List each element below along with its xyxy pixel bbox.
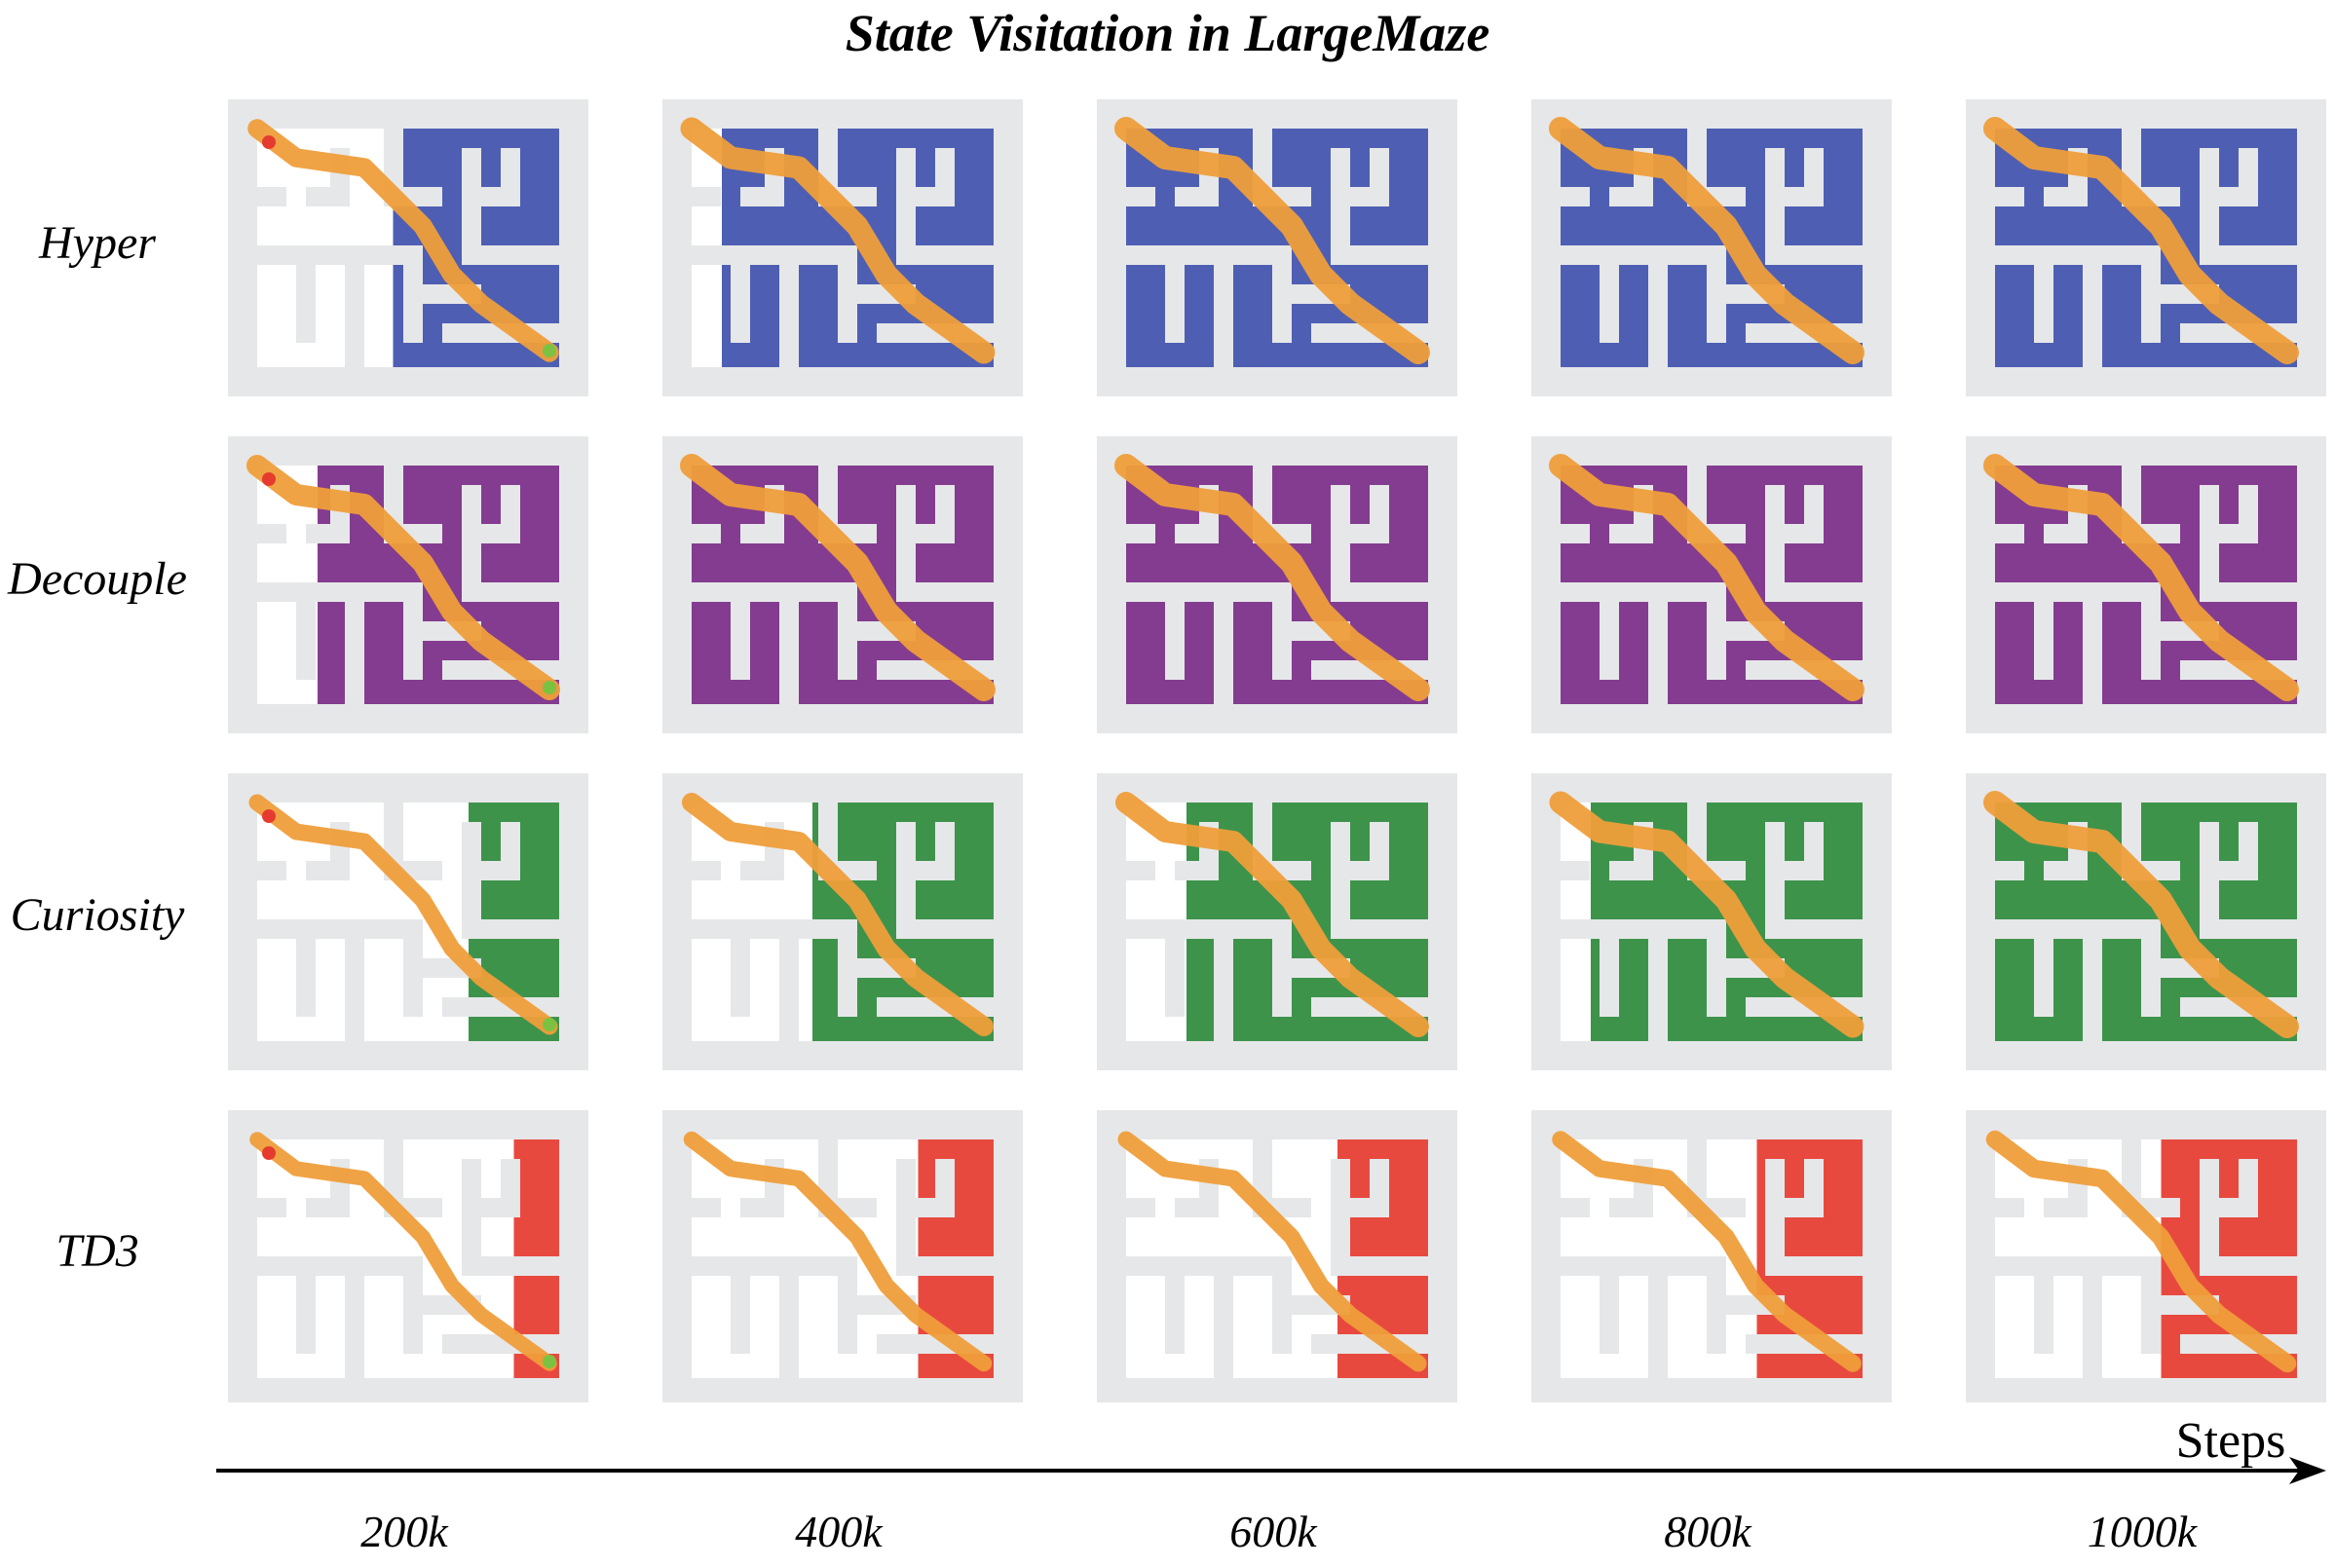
step-label-400k: 400k [795,1507,883,1556]
step-label-600k: 600k [1229,1507,1317,1556]
goal-marker [543,1355,556,1368]
goal-marker [543,1018,556,1031]
row-label-curiosity: Curiosity [10,889,185,941]
maze-panel-td3-800k [1531,1110,1892,1402]
trajectory-band [683,1131,993,1372]
trajectory-band [1983,454,2299,701]
trajectory-band [1549,454,1864,701]
step-label-800k: 800k [1664,1507,1751,1556]
maze-panel-hyper-600k [1097,99,1457,396]
trajectory-band [1985,1130,2297,1373]
trajectory-band [682,793,994,1036]
steps-axis-arrow [216,1457,2326,1484]
maze-panel-td3-400k [662,1110,1023,1402]
trajectory-band [1549,117,1864,364]
step-label-200k: 200k [360,1507,448,1556]
trajectory-band [246,455,560,700]
trajectory-band [1983,791,2299,1038]
steps-axis-label: Steps [2175,1413,2286,1469]
maze-panel-curiosity-400k [662,773,1023,1070]
start-marker [262,135,276,149]
trajectory-band [247,119,559,362]
start-marker [262,1146,276,1160]
goal-marker [543,344,556,357]
maze-panel-curiosity-1000k [1966,773,2326,1070]
maze-panel-td3-600k [1097,1110,1457,1402]
trajectory-band [680,454,996,701]
trajectory-band [1114,117,1430,364]
maze-panel-td3-200k [228,1110,588,1402]
maze-panel-curiosity-200k [228,773,588,1070]
trajectory-band [680,117,996,364]
maze-panel-td3-1000k [1966,1110,2326,1402]
maze-panel-decouple-400k [662,436,1023,733]
maze-panel-decouple-600k [1097,436,1457,733]
row-label-hyper: Hyper [39,217,156,269]
start-marker [262,472,276,486]
trajectory-band [1115,792,1429,1037]
maze-panel-hyper-200k [228,99,588,396]
maze-panel-curiosity-600k [1097,773,1457,1070]
trajectory-band [249,1132,557,1371]
goal-marker [543,681,556,694]
maze-panel-hyper-1000k [1966,99,2326,396]
maze-grid [228,99,2326,1402]
trajectory-band [1983,117,2299,364]
maze-panel-curiosity-800k [1531,773,1892,1070]
row-label-td3: TD3 [56,1225,139,1277]
trajectory-band [1117,1131,1427,1372]
trajectory-band [248,794,558,1035]
maze-panel-hyper-400k [662,99,1023,396]
maze-panel-decouple-800k [1531,436,1892,733]
maze-panel-decouple-1000k [1966,436,2326,733]
figure-title: State Visitation in LargeMaze [845,4,1490,62]
maze-panel-hyper-800k [1531,99,1892,396]
row-label-decouple: Decouple [8,553,187,605]
step-label-1000k: 1000k [2087,1507,2198,1556]
trajectory-band [1114,454,1430,701]
maze-panel-decouple-200k [228,436,588,733]
trajectory-band [1549,791,1864,1038]
trajectory-band [1552,1131,1862,1372]
start-marker [262,809,276,823]
